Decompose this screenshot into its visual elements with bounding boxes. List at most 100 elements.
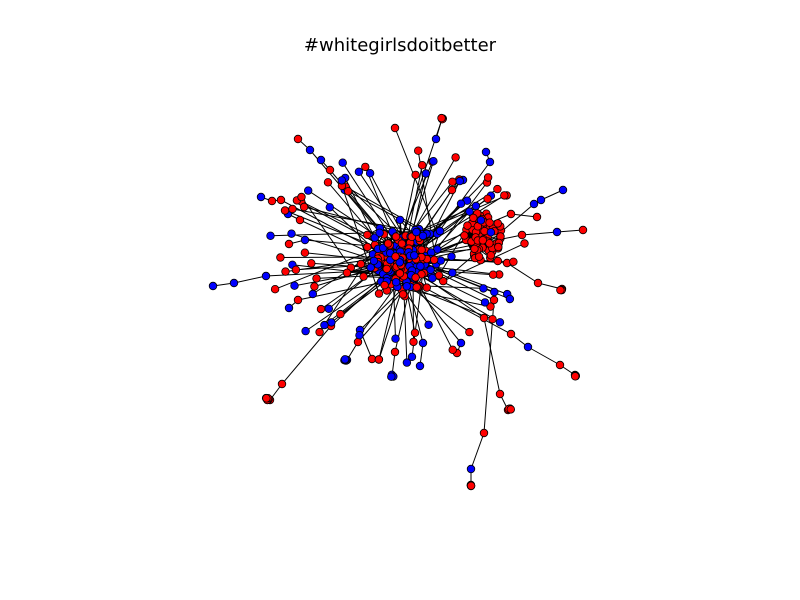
graph-node-blue xyxy=(480,298,490,307)
graph-node-blue xyxy=(308,289,317,299)
graph-node-blue xyxy=(465,207,474,216)
graph-node-blue xyxy=(395,215,405,225)
graph-node-red xyxy=(478,236,487,245)
graph-node-red xyxy=(483,173,493,182)
graph-node-red xyxy=(276,195,286,205)
graph-node-red xyxy=(409,337,418,347)
graph-node-blue xyxy=(552,227,562,237)
graph-node-blue xyxy=(256,192,266,202)
graph-node-red xyxy=(288,204,297,214)
graph-node-blue xyxy=(523,342,533,352)
graph-node-red xyxy=(391,232,401,241)
graph-node-blue xyxy=(369,256,379,266)
graph-node-red xyxy=(509,257,518,266)
graph-node-red xyxy=(277,379,287,389)
graph-node-blue xyxy=(456,338,466,348)
graph-node-red xyxy=(486,302,495,311)
graph-edge xyxy=(305,271,391,332)
graph-node-blue xyxy=(431,134,441,144)
graph-node-red xyxy=(493,184,502,194)
graph-node-red xyxy=(506,405,515,414)
graph-node-red xyxy=(474,252,484,261)
graph-node-red xyxy=(506,329,516,339)
graph-node-red xyxy=(520,239,529,248)
graph-node-blue xyxy=(316,155,326,165)
graph-node-red xyxy=(356,259,366,269)
graph-node-red xyxy=(382,264,391,274)
graph-node-blue xyxy=(300,235,310,245)
graph-node-blue xyxy=(407,352,417,361)
graph-node-red xyxy=(447,185,457,195)
graph-node-red xyxy=(312,274,321,283)
graph-node-red xyxy=(479,428,489,438)
graph-title: #whitegirlsdoitbetter xyxy=(303,35,497,56)
graph-node-blue xyxy=(261,271,271,281)
graph-node-blue xyxy=(391,278,401,287)
graph-node-red xyxy=(284,239,294,249)
graph-node-blue xyxy=(229,278,239,288)
node-layer xyxy=(208,113,588,491)
graph-node-red xyxy=(448,345,457,354)
graph-edge xyxy=(292,208,417,232)
graph-node-blue xyxy=(476,216,486,225)
graph-node-blue xyxy=(327,318,336,327)
graph-node-red xyxy=(310,282,319,291)
graph-node-blue xyxy=(284,303,294,313)
graph-node-blue xyxy=(337,176,346,185)
graph-node-red xyxy=(466,481,476,490)
graph-node-red xyxy=(469,213,478,223)
graph-node-red xyxy=(410,328,420,337)
graph-node-blue xyxy=(402,358,412,367)
graph-node-red xyxy=(439,276,448,286)
graph-node-red xyxy=(359,272,368,281)
graph-node-blue xyxy=(505,294,515,304)
graph-node-red xyxy=(276,253,285,262)
graph-node-red xyxy=(479,313,489,323)
graph-node-red xyxy=(262,394,271,403)
graph-node-red xyxy=(323,178,333,187)
graph-node-blue xyxy=(495,318,505,327)
graph-node-blue xyxy=(471,201,481,211)
graph-node-blue xyxy=(447,252,456,261)
graph-node-red xyxy=(448,177,457,186)
graph-node-red xyxy=(495,389,505,399)
graph-node-blue xyxy=(287,229,296,238)
graph-node-blue xyxy=(412,227,421,237)
graph-node-red xyxy=(280,206,290,215)
graph-node-blue xyxy=(290,281,299,290)
graph-node-blue xyxy=(429,156,438,166)
graph-node-blue xyxy=(558,185,568,195)
graph-node-red xyxy=(293,134,303,144)
graph-node-blue xyxy=(479,284,488,293)
graph-node-red xyxy=(367,354,377,364)
graph-node-blue xyxy=(208,281,218,291)
graph-node-red xyxy=(336,309,345,319)
graph-node-red xyxy=(414,146,423,155)
graph-node-blue xyxy=(490,287,499,297)
graph-node-red xyxy=(281,267,290,276)
graph-node-red xyxy=(494,242,503,252)
graph-node-red xyxy=(295,215,305,225)
graph-node-red xyxy=(451,153,460,162)
graph-node-red xyxy=(390,123,400,133)
graph-node-blue xyxy=(455,176,464,186)
graph-node-red xyxy=(488,270,498,279)
graph-node-blue xyxy=(456,199,466,208)
graph-node-blue xyxy=(325,203,334,212)
graph-node-blue xyxy=(340,355,350,364)
graph-node-red xyxy=(411,170,420,180)
graph-edge xyxy=(281,325,332,385)
graph-node-red xyxy=(342,268,352,277)
graph-node-red xyxy=(500,191,509,200)
graph-node-blue xyxy=(354,167,364,176)
graph-node-red xyxy=(488,315,497,324)
graph-edge xyxy=(506,262,539,284)
graph-node-blue xyxy=(448,268,457,277)
graph-node-red xyxy=(363,242,372,252)
graph-node-red xyxy=(412,283,421,292)
graph-node-red xyxy=(374,355,384,364)
graph-node-blue xyxy=(304,186,313,195)
graph-node-blue xyxy=(301,326,310,336)
graph-node-red xyxy=(532,212,542,222)
